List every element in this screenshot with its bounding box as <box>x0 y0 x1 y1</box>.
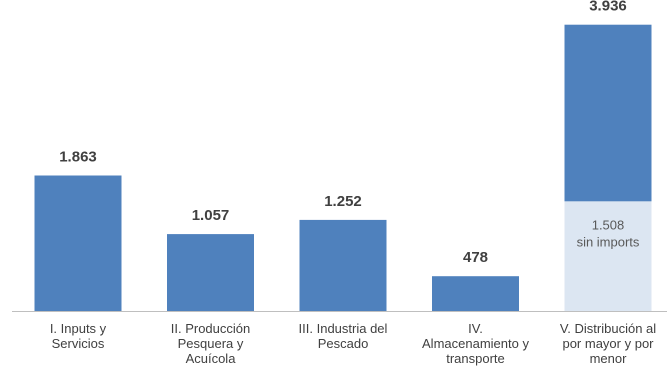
category-label-3: III. Industria del Pescado <box>298 321 388 351</box>
category-label-2: II. Producción Pesquera y Acuícola <box>170 321 251 366</box>
bar-1 <box>34 175 122 311</box>
sub-bar-text-label: sin imports <box>577 234 640 249</box>
value-label-1: 1.863 <box>59 149 97 166</box>
value-label-5: 3.936 <box>589 0 627 15</box>
category-label-4: IV. Almacenamiento y transporte <box>422 321 529 366</box>
bar-2 <box>167 234 254 311</box>
sub-bar-sin-imports <box>564 201 652 311</box>
category-label-1: I. Inputs y Servicios <box>49 321 107 351</box>
category-label-5: V. Distribución al por mayor y por menor <box>559 321 657 366</box>
bar-3 <box>299 219 387 311</box>
sub-bar-value-label: 1.508 <box>592 217 625 232</box>
value-label-2: 1.057 <box>192 207 230 224</box>
value-labels-group: 1.863 1.057 1.252 478 1.508 sin imports 3.936 <box>59 0 640 266</box>
value-label-4: 478 <box>463 249 488 266</box>
bars-group <box>34 24 652 311</box>
value-label-3: 1.252 <box>324 193 362 210</box>
bar-4 <box>432 276 519 311</box>
